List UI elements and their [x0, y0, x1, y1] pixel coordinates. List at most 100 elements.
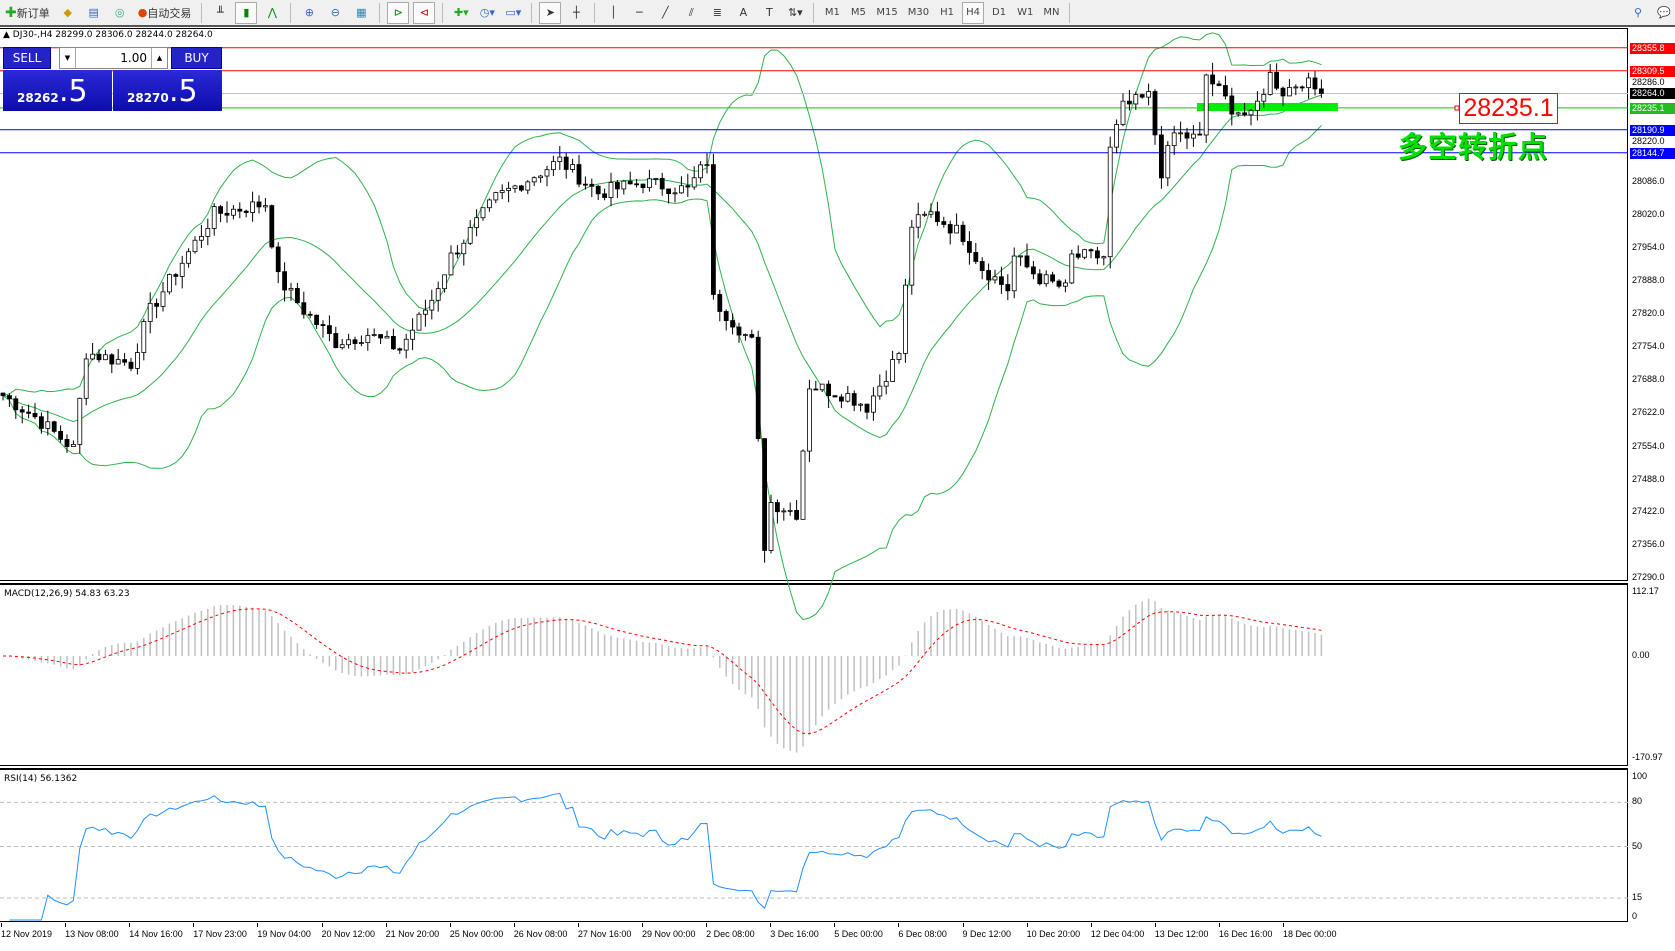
candle: [1082, 249, 1087, 258]
axis-tick-label: 27422.0: [1632, 506, 1665, 517]
chart-shift-icon: ⊲: [419, 6, 429, 19]
cursor-button[interactable]: ➤: [539, 1, 562, 24]
search-button[interactable]: ⚲: [1627, 2, 1649, 24]
candle: [1229, 95, 1235, 115]
one-click-trading-panel: SELL ▼ 1.00 ▲ BUY 28262.5 28270.5: [3, 47, 222, 111]
text-button[interactable]: A: [732, 2, 754, 24]
timeframe-m30[interactable]: M30: [907, 7, 930, 18]
candle: [826, 383, 831, 397]
turning-point-annotation[interactable]: 多空转折点: [1398, 130, 1549, 164]
rsi-panel[interactable]: RSI(14) 56.1362: [0, 768, 1628, 922]
candle: [1075, 253, 1081, 258]
time-tick-label: 13 Nov 08:00: [65, 923, 119, 939]
candle: [1159, 134, 1164, 179]
zoom-in-button[interactable]: ⊕: [298, 2, 320, 24]
line-chart-button[interactable]: ⋀: [261, 2, 283, 24]
candle: [314, 314, 320, 325]
candle: [83, 358, 89, 399]
candle: [90, 353, 95, 360]
timeframe-w1[interactable]: W1: [1017, 7, 1034, 18]
axis-tick-label: 27356.0: [1632, 539, 1665, 550]
candle: [1120, 100, 1126, 125]
candle: [922, 213, 927, 216]
candle: [346, 339, 352, 346]
candle: [666, 188, 671, 195]
lot-value[interactable]: 1.00: [120, 51, 147, 65]
time-tick-label: 18 Dec 00:00: [1283, 923, 1337, 939]
timeframe-h1[interactable]: H1: [940, 7, 954, 18]
fibonacci-button[interactable]: ≣: [706, 2, 728, 24]
timeframe-d1[interactable]: D1: [992, 7, 1007, 18]
new-order-button[interactable]: ✚ 新订单: [5, 4, 50, 21]
bar-chart-button[interactable]: ╨: [209, 2, 231, 24]
terminal-button[interactable]: ▤: [83, 2, 105, 24]
auto-trade-button[interactable]: ● 自动交易: [137, 6, 192, 20]
zoom-out-button[interactable]: ⊖: [324, 2, 346, 24]
candle: [979, 261, 985, 271]
candle: [0, 392, 6, 396]
crosshair-button[interactable]: ┼: [565, 2, 587, 24]
candle: [1312, 77, 1318, 90]
axis-tick-label: 27622.0: [1632, 406, 1665, 417]
chat-icon: 💬: [1657, 6, 1671, 19]
timeframe-m5[interactable]: M5: [850, 7, 866, 18]
candle: [13, 398, 19, 411]
candle: [1005, 284, 1011, 292]
candle: [647, 178, 652, 188]
candle: [326, 325, 332, 334]
candle: [954, 224, 959, 234]
timeframe-m15[interactable]: M15: [876, 7, 898, 18]
templates-button[interactable]: ▭▾: [502, 2, 524, 24]
buy-price[interactable]: 28270.5: [113, 70, 222, 111]
candle: [851, 393, 857, 406]
candle: [640, 183, 646, 188]
time-axis[interactable]: 12 Nov 2019 13 Nov 08:00 14 Nov 16:00 17 No…: [0, 923, 1628, 941]
axis-tick-label: 27554.0: [1632, 440, 1665, 451]
candle: [499, 190, 505, 193]
navigator-button[interactable]: ◆: [57, 2, 79, 24]
trendline-button[interactable]: ╱: [654, 2, 676, 24]
candle: [698, 164, 703, 179]
search-icon: ⚲: [1633, 6, 1643, 19]
timeframe-mn[interactable]: MN: [1043, 7, 1060, 18]
sell-button[interactable]: SELL: [3, 47, 51, 69]
macd-panel[interactable]: MACD(12,26,9) 54.83 63.23: [0, 583, 1628, 766]
price-chart[interactable]: [0, 28, 1628, 581]
channel-button[interactable]: ⫽: [680, 2, 702, 24]
candle: [262, 205, 268, 208]
signals-button[interactable]: ◎: [109, 2, 131, 24]
buy-button[interactable]: BUY: [171, 47, 222, 69]
tile-windows-button[interactable]: ▦: [350, 2, 372, 24]
text-label-button[interactable]: T: [758, 2, 780, 24]
chart-shift-button[interactable]: ⊲: [413, 1, 436, 24]
candle: [211, 206, 217, 229]
periods-button[interactable]: ◷▾: [476, 2, 498, 24]
indicators-button[interactable]: ✚▾: [450, 2, 472, 24]
candle: [723, 311, 729, 321]
chat-button[interactable]: 💬: [1653, 2, 1675, 24]
candle: [1018, 255, 1023, 258]
candle: [608, 182, 614, 198]
lot-increase-button[interactable]: ▲: [151, 48, 167, 68]
vertical-line-button[interactable]: │: [602, 2, 624, 24]
autoscroll-button[interactable]: ⊳: [387, 1, 410, 24]
lot-size-input[interactable]: ▼ 1.00 ▲: [59, 47, 168, 69]
arrows-button[interactable]: ⇅▾: [784, 2, 806, 24]
timeframe-m1[interactable]: M1: [824, 7, 840, 18]
candle: [903, 284, 908, 354]
sell-price[interactable]: 28262.5: [3, 70, 112, 111]
lot-decrease-button[interactable]: ▼: [60, 48, 76, 68]
rsi-line: [9, 792, 1322, 921]
candle: [1242, 112, 1247, 116]
price-level-tag: 28309.5: [1630, 65, 1675, 77]
candle: [967, 241, 972, 253]
candle: [205, 228, 211, 237]
time-tick-label: 3 Dec 16:00: [770, 923, 819, 939]
candle: [1069, 253, 1075, 284]
timeframe-h4[interactable]: H4: [962, 1, 985, 24]
horizontal-line-button[interactable]: ─: [628, 2, 650, 24]
price-annotation[interactable]: 28235.1: [1459, 93, 1558, 124]
candle: [941, 221, 947, 225]
price-axis[interactable]: 28286.0 28220.0 28086.0 28020.0 27954.0 27888…: [1628, 28, 1675, 923]
candlestick-button[interactable]: ▮: [235, 1, 258, 24]
